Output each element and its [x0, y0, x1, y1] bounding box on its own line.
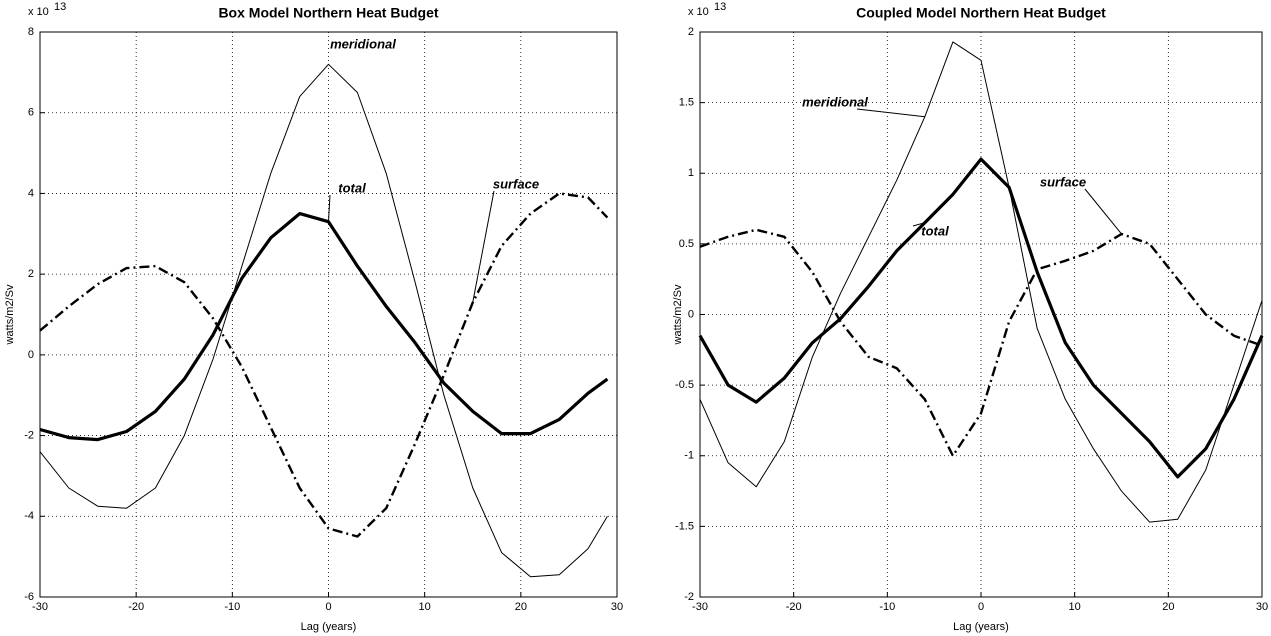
- multiplier-exponent: 13: [54, 1, 66, 13]
- series-line: [39, 63, 608, 578]
- series-label: meridional: [802, 94, 868, 109]
- series-line: [39, 212, 609, 442]
- chart-title: Coupled Model Northern Heat Budget: [856, 5, 1106, 21]
- y-tick-label: 0.5: [679, 238, 694, 250]
- x-tick-label: -20: [786, 601, 802, 613]
- series-label: total: [921, 223, 949, 238]
- y-tick-label: 1.5: [679, 97, 694, 109]
- x-tick-label: -10: [879, 601, 895, 613]
- y-tick-label: 0: [28, 349, 34, 361]
- x-tick-label: 0: [325, 601, 331, 613]
- leader-line: [1084, 188, 1122, 235]
- x-axis-label: Lag (years): [953, 621, 1009, 633]
- x-tick-label: 10: [419, 601, 431, 613]
- y-tick-label: 1: [688, 167, 694, 179]
- y-tick-label: 0: [688, 308, 694, 320]
- x-tick-label: 0: [978, 601, 984, 613]
- leader-line: [912, 222, 925, 227]
- leader-line: [472, 190, 495, 303]
- x-tick-label: -10: [224, 601, 240, 613]
- x-tick-label: 10: [1069, 601, 1081, 613]
- plot-frame: [39, 31, 618, 598]
- series-label: total: [338, 180, 366, 195]
- y-tick-label: -1.5: [675, 520, 694, 532]
- series-line: [39, 192, 609, 538]
- series-line: [698, 157, 1264, 479]
- leader-line: [856, 108, 925, 118]
- y-tick-label: -0.5: [675, 379, 694, 391]
- y-tick-label: 2: [28, 268, 34, 280]
- leader-line: [328, 194, 331, 222]
- x-tick-label: 30: [1256, 601, 1268, 613]
- x-tick-label: 30: [611, 601, 623, 613]
- x-tick-label: 20: [1162, 601, 1174, 613]
- y-axis-label: watts/m2/Sv: [672, 284, 684, 345]
- y-tick-label: 8: [28, 26, 34, 38]
- series-label: surface: [1040, 174, 1086, 189]
- y-tick-label: -1: [684, 450, 694, 462]
- y-tick-label: -2: [684, 591, 694, 603]
- series-label: meridional: [330, 36, 396, 51]
- y-tick-label: 4: [28, 187, 34, 199]
- x-tick-label: 20: [515, 601, 527, 613]
- series-line: [699, 228, 1263, 457]
- plot-frame: [699, 31, 1263, 598]
- multiplier-exponent: 13: [714, 1, 726, 13]
- x-tick-label: -30: [32, 601, 48, 613]
- y-tick-label: -4: [24, 510, 34, 522]
- multiplier: x 10: [688, 6, 709, 18]
- series-label: surface: [493, 176, 539, 191]
- y-tick-label: -6: [24, 591, 34, 603]
- chart-title: Box Model Northern Heat Budget: [218, 5, 438, 21]
- y-axis-label: watts/m2/Sv: [4, 284, 16, 345]
- y-tick-label: -2: [24, 429, 34, 441]
- x-axis-label: Lag (years): [301, 621, 357, 633]
- series-line: [699, 41, 1263, 523]
- x-tick-label: -30: [692, 601, 708, 613]
- x-tick-label: -20: [128, 601, 144, 613]
- y-tick-label: 6: [28, 107, 34, 119]
- y-tick-label: 2: [688, 26, 694, 38]
- multiplier: x 10: [28, 6, 49, 18]
